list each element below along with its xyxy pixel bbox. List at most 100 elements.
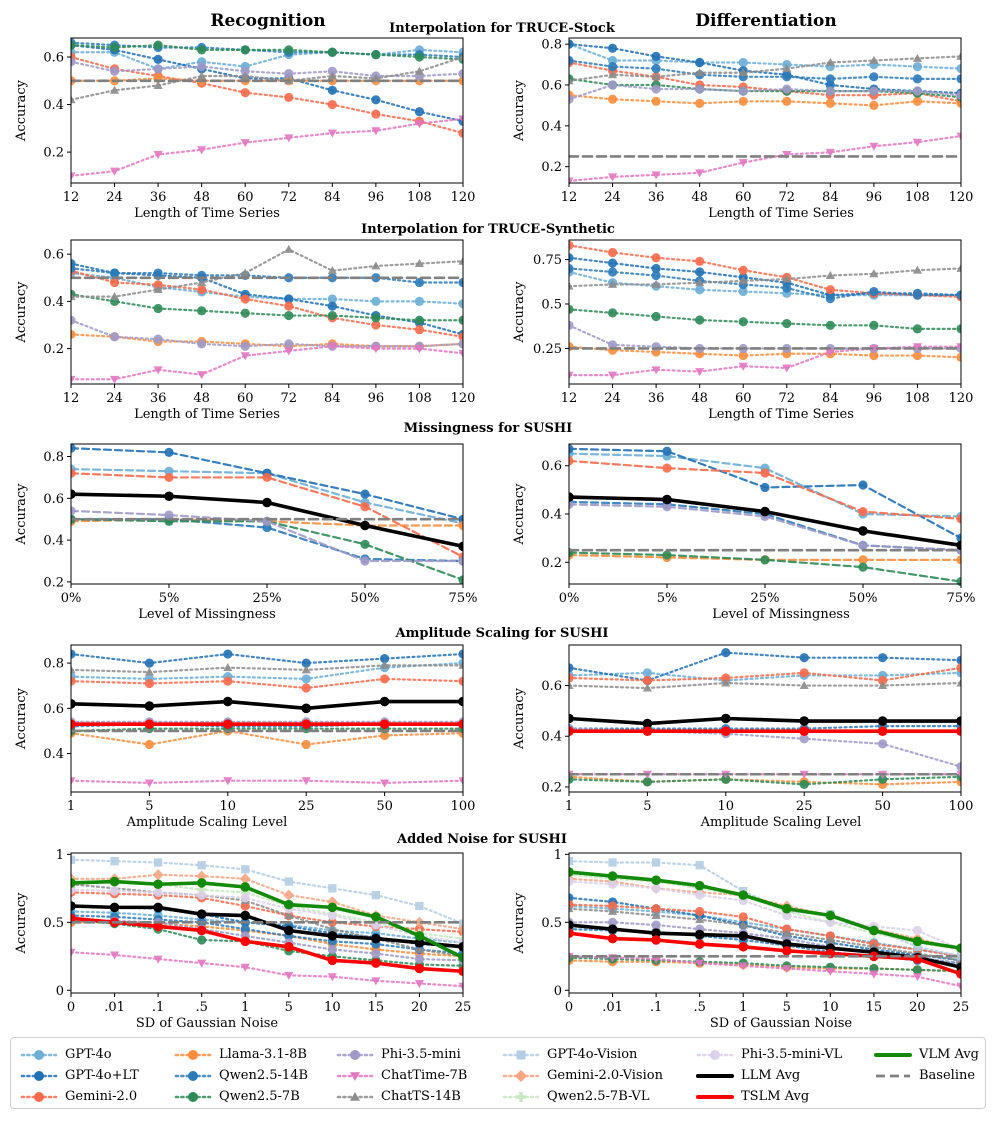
x-tick-label: 12	[561, 391, 578, 406]
line-gpt-4o-lt	[71, 262, 463, 336]
x-tick-label: .01	[602, 1000, 623, 1015]
line-tslm-avg	[71, 916, 463, 974]
x-axis-label: Amplitude Scaling Level	[700, 815, 862, 830]
point-llm-avg-0	[569, 920, 574, 930]
point-chatts-14b-36	[651, 279, 661, 288]
series-gpt-4o-lt	[569, 444, 961, 543]
x-tick-label: 5	[285, 1000, 293, 1015]
point-gpt-4o-lt-96	[371, 95, 381, 105]
line-qwen2-5-7b	[71, 518, 463, 581]
point-llm-avg-25	[262, 497, 272, 508]
y-tick-label: 0.4	[541, 730, 562, 745]
point-chatts-14b-5	[284, 910, 294, 919]
x-tick-label: 10	[324, 1000, 341, 1015]
point-chattime-7b-25	[956, 982, 961, 991]
y-tick-label: 0.2	[541, 780, 562, 795]
point-gpt-4o-lt-24	[607, 258, 618, 268]
point-vlm-avg-1	[153, 879, 163, 890]
point-qwen2-5-7b-84	[327, 310, 337, 321]
line-gpt-4o-lt	[71, 447, 463, 521]
point-chatts-14b-108	[414, 259, 425, 268]
y-tick-label: 0.6	[541, 679, 562, 694]
point-chatts-14b-1	[569, 680, 574, 690]
point-chatts-14b-50	[380, 660, 390, 669]
line-chatts-14b	[71, 883, 463, 958]
x-tick-label: 24	[106, 190, 123, 205]
y-tick-label: 0.8	[43, 450, 64, 465]
point-gpt-4o-lt-12	[569, 253, 574, 263]
legend-swatch-gpt-4o-lt	[20, 1071, 58, 1081]
legend-label: Gemini-2.0	[65, 1089, 138, 1104]
legend-marker-chattime-7b	[350, 1072, 360, 1081]
point-chattime-7b-60	[738, 362, 748, 371]
point-phi-3-5-mini-vl-01	[109, 886, 120, 896]
point-gpt-4o-lt-36	[651, 263, 661, 274]
point-chattime-7b-84	[825, 348, 835, 357]
panel-interpolation-for-truce-stock-recognition-0: 12 24 36 48 60 72 84 96 108 120 0.2 0.4 0.6 Length of…	[14, 37, 475, 221]
panel-row-differentiation-1: 12 24 36 48 60 72 84 96 108 120 0.2 0.4 0.6 0.8 Length…	[512, 37, 973, 221]
x-tick-label: 10	[220, 799, 237, 814]
line-qwen2-5-7b	[569, 956, 961, 973]
x-tick-label: 100	[451, 799, 476, 814]
panel-row-differentiation-5: 0% 5% 25% 50% 75% 0.2 0.4 0.6 Level of Missingne…	[512, 443, 975, 622]
point-gemini-2-0-1	[569, 673, 574, 683]
point-gpt-4o-lt-12	[569, 39, 574, 49]
point-phi-3-5-mini-01	[607, 917, 618, 927]
point-chattime-7b-20	[414, 980, 425, 989]
point-gpt-4o-lt-50	[878, 653, 888, 663]
point-chattime-7b-24	[607, 371, 618, 380]
point-qwen2-5-14b-36	[651, 270, 661, 281]
point-phi-3-5-mini-24	[109, 332, 120, 342]
axes-frame	[70, 644, 464, 793]
legend-marker-gemini-2-0	[34, 1092, 44, 1102]
point-chatts-14b-120	[956, 263, 961, 272]
series-chattime-7b	[71, 948, 463, 991]
point-qwen2-5-14b-24	[607, 267, 618, 277]
point-qwen2-5-7b-24	[607, 308, 618, 318]
x-tick-label: 108	[905, 391, 930, 406]
column-title-differentiation: Differentiation	[695, 11, 836, 31]
series-llm-avg	[569, 713, 961, 729]
point-llama-3-1-8b-75	[956, 555, 961, 565]
point-chatts-14b-10	[825, 935, 835, 944]
line-gpt-4o	[71, 467, 463, 525]
point-gemini-2-0-48	[197, 284, 207, 295]
point-qwen2-5-7b-25	[760, 555, 770, 565]
x-tick-label: 24	[604, 190, 621, 205]
panel-row-differentiation-7: 1 5 10 25 50 100 0.2 0.4 0.6 Amplitude Scaling Le…	[512, 644, 973, 830]
y-tick-label: 0.4	[43, 295, 64, 310]
point-chatts-14b-25	[799, 680, 809, 690]
legend-swatch-qwen2-5-7b-vl	[502, 1092, 540, 1102]
line-qwen2-5-7b	[569, 308, 961, 330]
series-gemini-2-0	[71, 674, 463, 693]
point-vlm-avg-01	[109, 876, 120, 887]
series-gemini-2-0	[71, 468, 463, 562]
point-phi-3-5-mini-48	[197, 61, 207, 72]
point-phi-3-5-mini-48	[695, 84, 705, 94]
line-chattime-7b	[71, 779, 463, 785]
x-tick-label: 25%	[253, 591, 282, 606]
point-qwen2-5-7b-60	[240, 308, 250, 318]
legend-swatch-llama-3-1-8b	[174, 1050, 212, 1060]
point-llm-avg-0	[569, 492, 574, 502]
line-gpt-4o-lt	[569, 651, 961, 682]
point-phi-3-5-mini-120	[956, 90, 961, 100]
point-vlm-avg-5	[283, 899, 294, 910]
point-qwen2-5-14b-12	[569, 263, 574, 274]
point-chatts-14b-1	[738, 920, 748, 929]
line-qwen2-5-7b	[569, 775, 961, 786]
point-qwen2-5-7b-72	[284, 310, 294, 321]
point-phi-3-5-mini-72	[284, 339, 294, 349]
point-qwen2-5-7b-20	[912, 965, 923, 975]
point-gemini-2-0-50	[380, 674, 390, 684]
line-phi-3-5-mini	[569, 503, 961, 552]
point-chattime-7b-24	[109, 375, 120, 384]
point-chattime-7b-72	[782, 364, 792, 373]
line-phi-3-5-mini	[569, 727, 961, 768]
y-tick-label: 0.75	[533, 253, 562, 268]
point-llm-avg-15	[371, 933, 381, 944]
legend-marker-qwen2-5-7b	[188, 1092, 198, 1102]
line-gemini-2-0	[569, 459, 961, 520]
series-chatts-14b	[569, 263, 961, 290]
point-chattime-7b-36	[153, 366, 163, 375]
